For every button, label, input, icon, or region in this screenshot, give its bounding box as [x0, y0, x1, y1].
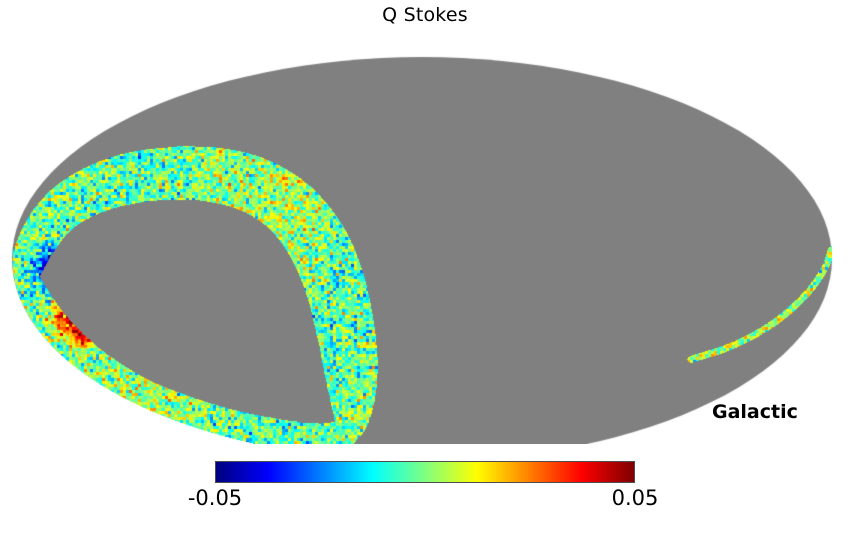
colorbar-gradient [215, 461, 635, 483]
mollweide-sky-map [0, 24, 850, 444]
coordinate-system-label: Galactic [712, 401, 798, 423]
colorbar-min-label: -0.05 [187, 486, 243, 510]
colorbar-max-label: 0.05 [611, 486, 659, 510]
page-title: Q Stokes [382, 4, 468, 26]
colorbar [215, 461, 635, 483]
